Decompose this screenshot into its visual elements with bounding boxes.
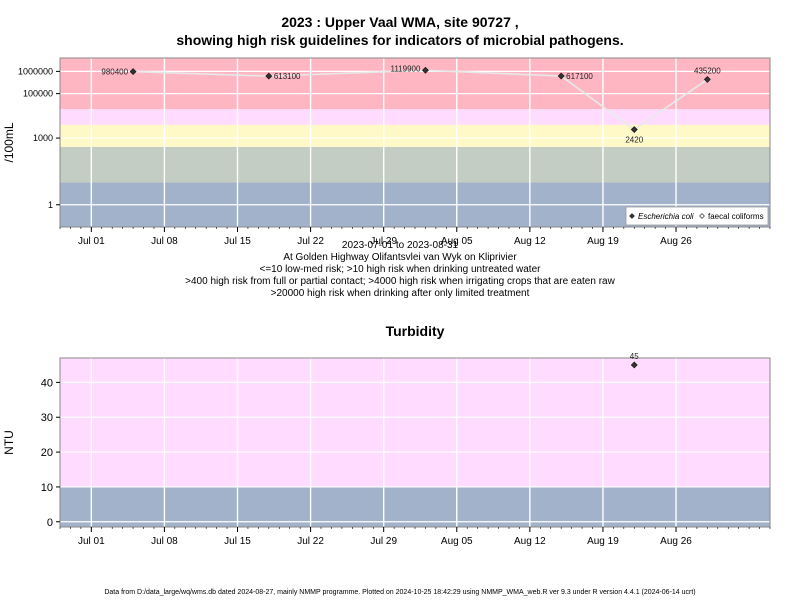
- y-tick-label: 1000000: [18, 66, 53, 76]
- x-tick-label: Jul 01: [78, 236, 105, 247]
- data-label: 2420: [625, 136, 643, 145]
- data-point: [630, 126, 638, 133]
- y-tick-label: 10: [41, 482, 53, 494]
- x-tick-label: Jul 29: [370, 536, 397, 547]
- data-label: 617100: [566, 72, 593, 81]
- y-tick-label: 100000: [23, 89, 53, 99]
- x-tick-label: Aug 26: [660, 236, 692, 247]
- x-tick-label: Aug 12: [514, 536, 546, 547]
- panel-title: Turbidity: [386, 323, 445, 339]
- x-tick-label: Aug 05: [441, 236, 473, 247]
- risk-note-1: <=10 low-med risk; >10 high risk when dr…: [259, 264, 541, 275]
- legend-label: faecal coliforms: [708, 212, 764, 221]
- risk-note-2: >400 high risk from full or partial cont…: [185, 276, 615, 287]
- risk-note-3: >20000 high risk when drinking after onl…: [270, 288, 530, 299]
- y-axis-label: NTU: [2, 430, 16, 455]
- risk-band: [60, 124, 770, 147]
- y-tick-label: 1000: [33, 133, 53, 143]
- y-tick-label: 0: [47, 517, 53, 529]
- data-point: [557, 72, 565, 80]
- x-tick-label: Jul 22: [297, 536, 324, 547]
- y-tick-label: 20: [41, 447, 53, 459]
- x-tick-label: Jul 29: [370, 236, 397, 247]
- data-label: 45: [630, 352, 639, 361]
- data-point: [703, 75, 711, 83]
- legend-marker: [699, 213, 705, 219]
- date-range-caption: 2023-07-01 to 2023-08-31: [341, 240, 459, 251]
- data-point: [422, 66, 429, 74]
- footer-note: Data from D:/data_large/wq/wms.db dated …: [104, 589, 696, 596]
- data-point: [129, 68, 137, 75]
- x-tick-label: Jul 01: [78, 536, 105, 547]
- x-tick-label: Aug 05: [441, 536, 473, 547]
- x-tick-label: Aug 19: [587, 236, 619, 247]
- risk-band: [60, 109, 770, 125]
- legend-label: Escherichia coli: [638, 212, 694, 221]
- data-label: 613100: [274, 72, 301, 81]
- risk-band: [60, 58, 770, 110]
- legend-marker: [629, 213, 635, 219]
- data-label: 435200: [694, 66, 721, 75]
- risk-band: [60, 486, 770, 527]
- x-tick-label: Jul 22: [297, 236, 324, 247]
- series-line: [133, 69, 708, 131]
- location-caption: At Golden Highway Olifantsvlei van Wyk o…: [283, 252, 517, 263]
- chart-title-line2: showing high risk guidelines for indicat…: [176, 32, 624, 48]
- risk-band: [60, 358, 770, 487]
- data-point: [630, 361, 638, 369]
- risk-band: [60, 146, 770, 183]
- chart-title-line1: 2023 : Upper Vaal WMA, site 90727 ,: [281, 14, 519, 30]
- x-tick-label: Aug 19: [587, 536, 619, 547]
- data-label: 980400: [101, 68, 128, 77]
- x-tick-label: Aug 26: [660, 536, 692, 547]
- x-tick-label: Aug 12: [514, 236, 546, 247]
- x-tick-label: Jul 08: [151, 536, 178, 547]
- y-axis-label: /100mL: [2, 122, 16, 162]
- legend-box: [625, 206, 769, 226]
- x-tick-label: Jul 08: [151, 236, 178, 247]
- y-tick-label: 1: [48, 200, 53, 210]
- y-tick-label: 30: [41, 412, 53, 424]
- x-tick-label: Jul 15: [224, 536, 251, 547]
- data-point: [265, 72, 273, 80]
- data-label: 1119900: [390, 64, 421, 73]
- y-tick-label: 40: [41, 377, 53, 389]
- x-tick-label: Jul 15: [224, 236, 251, 247]
